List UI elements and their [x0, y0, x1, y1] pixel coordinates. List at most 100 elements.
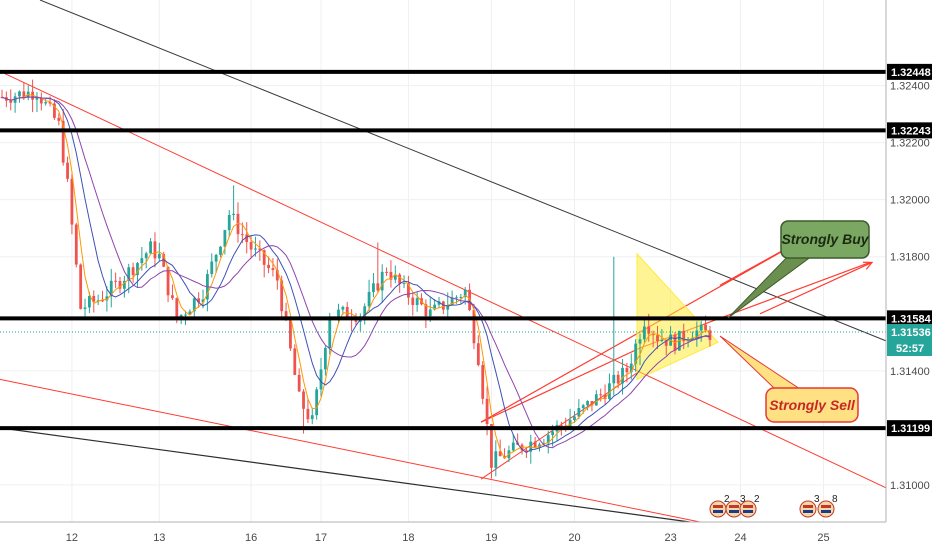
- candle-body-4: [18, 91, 21, 97]
- candle-body-97: [424, 304, 428, 317]
- candle-body-69: [302, 391, 305, 409]
- candle-body-132: [577, 407, 581, 417]
- candle-body-73: [319, 369, 323, 390]
- candle-body-48: [210, 261, 214, 275]
- candle-body-9: [39, 97, 43, 104]
- candle-body-100: [437, 301, 441, 305]
- candle-35: [153, 232, 157, 268]
- y-tick-label-5: 1.32400: [890, 81, 930, 93]
- candle-body-42: [184, 314, 187, 316]
- candle-body-83: [363, 306, 367, 317]
- event-flag-band-4: [821, 510, 831, 513]
- time-axis-panel[interactable]: [0, 522, 932, 550]
- candle-body-86: [376, 283, 380, 291]
- candle-27: [118, 276, 122, 294]
- event-flag-stripe-4: [821, 505, 831, 508]
- event-flag-band-1: [729, 510, 739, 513]
- candle-51: [223, 229, 227, 255]
- event-count-2: 2: [754, 494, 760, 505]
- candle-55: [240, 222, 244, 244]
- candle-body-107: [468, 289, 471, 311]
- candle-body-55: [240, 234, 244, 236]
- event-flag-stripe-2: [743, 505, 753, 508]
- candle-159: [695, 321, 699, 347]
- time-axis-ticks: 12 13 16 17 18 19 20 23 24 25: [66, 532, 830, 544]
- candle-body-133: [581, 405, 585, 408]
- candle-45: [197, 292, 201, 308]
- candle-139: [608, 373, 611, 401]
- candle-74: [323, 345, 327, 376]
- candle-16: [70, 173, 74, 235]
- long-term-down-trendline: [39, 0, 887, 342]
- candle-body-143: [625, 367, 629, 373]
- candle-body-29: [127, 267, 131, 281]
- candle-body-11: [48, 102, 52, 104]
- candle-body-104: [455, 297, 458, 299]
- candle-85: [372, 273, 375, 298]
- candle-body-16: [70, 178, 74, 225]
- candle-body-94: [411, 297, 415, 305]
- candle-body-28: [122, 280, 126, 289]
- candle-body-26: [114, 280, 118, 282]
- candle-body-145: [634, 343, 638, 364]
- candle-body-142: [621, 367, 624, 384]
- candle-56: [245, 222, 249, 254]
- x-tick-label-12: 12: [66, 532, 78, 544]
- strongly-buy-callout: Strongly Buy: [727, 220, 870, 319]
- strongly-sell-callout: Strongly Sell: [719, 335, 859, 423]
- candle-body-46: [201, 299, 205, 303]
- candle-body-34: [149, 241, 152, 254]
- candle-44: [192, 297, 196, 317]
- candle-body-120: [525, 450, 528, 452]
- candle-body-146: [638, 339, 642, 344]
- candle-body-31: [136, 263, 139, 276]
- event-flag-band-2: [743, 510, 753, 513]
- candle-body-111: [485, 398, 489, 424]
- candle-body-147: [642, 326, 646, 340]
- candle-17: [74, 222, 78, 268]
- candle-146: [638, 333, 642, 366]
- candle-93: [407, 275, 410, 305]
- candle-body-93: [407, 283, 410, 298]
- candle-134: [586, 400, 589, 411]
- candle-136: [594, 390, 598, 406]
- candle-body-148: [647, 326, 651, 334]
- current-price-label: 1.31536: [891, 327, 931, 339]
- candle-150: [656, 325, 659, 350]
- candle-body-5: [22, 91, 26, 98]
- y-tick-label-0: 1.31000: [890, 480, 930, 492]
- candle-body-161: [704, 324, 707, 331]
- down-channel-lower-line: [0, 378, 701, 523]
- candle-135: [590, 401, 594, 412]
- candle-body-20: [88, 295, 91, 308]
- candle-77: [337, 303, 340, 324]
- support-arrow: [759, 261, 874, 315]
- candle-body-90: [393, 274, 397, 280]
- candle-107: [468, 283, 471, 312]
- candle-body-141: [616, 374, 620, 384]
- candle-body-159: [695, 330, 699, 338]
- candle-body-139: [608, 383, 611, 400]
- candle-97: [424, 299, 428, 328]
- candle-body-78: [341, 306, 345, 310]
- candle-89: [389, 260, 393, 288]
- candle-body-136: [594, 394, 598, 406]
- event-marker-3: 3: [799, 494, 820, 518]
- candle-body-112: [490, 423, 493, 468]
- candle-body-49: [214, 254, 218, 262]
- candle-61: [267, 256, 270, 274]
- x-tick-label-13: 13: [153, 532, 165, 544]
- candle-body-99: [433, 304, 437, 310]
- event-count-1: 3: [740, 494, 746, 505]
- candle-122: [533, 437, 537, 449]
- candle-body-38: [166, 266, 170, 296]
- level-tag-1.32243: [887, 122, 932, 139]
- candle-body-30: [131, 267, 135, 276]
- candle-4: [18, 90, 21, 103]
- candle-body-33: [144, 253, 148, 259]
- candle-19: [83, 298, 87, 318]
- candle-body-50: [219, 246, 222, 255]
